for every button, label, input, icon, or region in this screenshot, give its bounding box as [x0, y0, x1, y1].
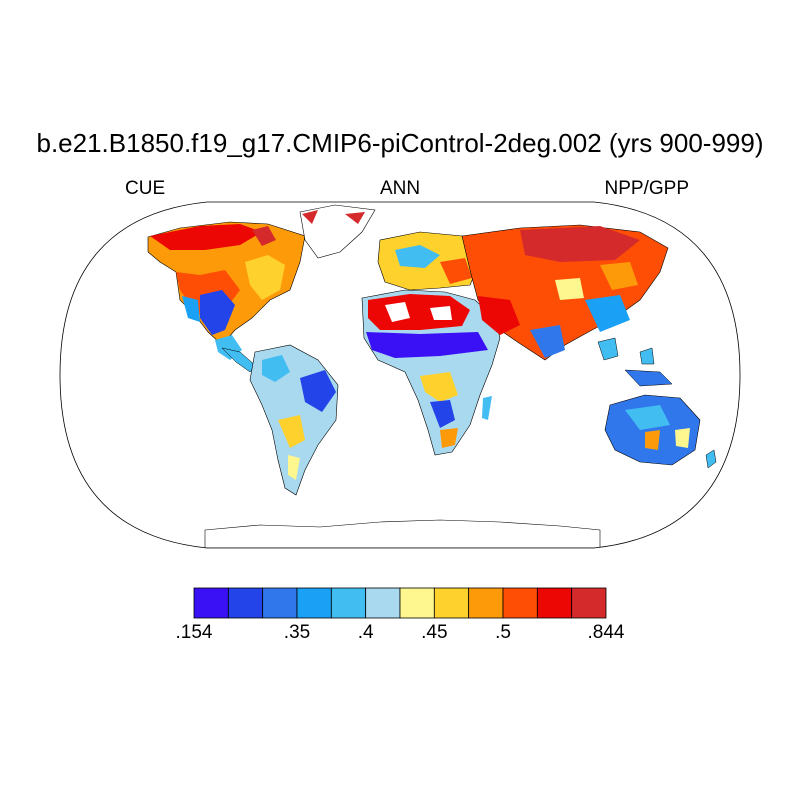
colorbar-box — [262, 587, 298, 619]
colorbar-box — [365, 587, 401, 619]
colorbar-box — [227, 587, 264, 619]
land-greenland — [299, 204, 376, 259]
colorbar — [193, 587, 607, 619]
colorbar-tick-label: .35 — [283, 622, 311, 643]
colorbar-tick-label: .45 — [421, 622, 448, 643]
colorbar-box — [399, 587, 435, 619]
colorbar-tick-label: .4 — [357, 622, 374, 643]
land-new-zealand — [705, 449, 717, 469]
colorbar-box — [330, 587, 367, 619]
variable-label: CUE — [125, 178, 166, 199]
colorbar-tick-label: .5 — [495, 622, 511, 643]
map-border — [59, 201, 741, 549]
colorbar-box — [536, 587, 573, 619]
land-antarctica — [204, 519, 601, 548]
land-africa — [361, 289, 501, 456]
season-label: ANN — [379, 178, 421, 199]
colorbar-box — [468, 587, 504, 619]
colorbar-tick-label: .154 — [175, 622, 213, 643]
land-europe — [377, 231, 481, 291]
colorbar-box — [502, 587, 538, 619]
land-south-america — [249, 344, 339, 496]
map-title: b.e21.B1850.f19_g17.CMIP6-piControl-2deg… — [36, 128, 764, 158]
colorbar-tick-label: .844 — [587, 622, 625, 643]
land-se-asia — [597, 337, 673, 387]
colorbar-box — [296, 587, 332, 619]
land-asia — [461, 224, 669, 361]
units-label: NPP/GPP — [604, 178, 689, 199]
land-north-america — [147, 221, 306, 360]
land-australia — [604, 394, 701, 466]
land-central-america — [221, 347, 257, 373]
colorbar-box — [571, 587, 607, 619]
colorbar-box — [193, 587, 229, 619]
colorbar-box — [433, 587, 470, 619]
